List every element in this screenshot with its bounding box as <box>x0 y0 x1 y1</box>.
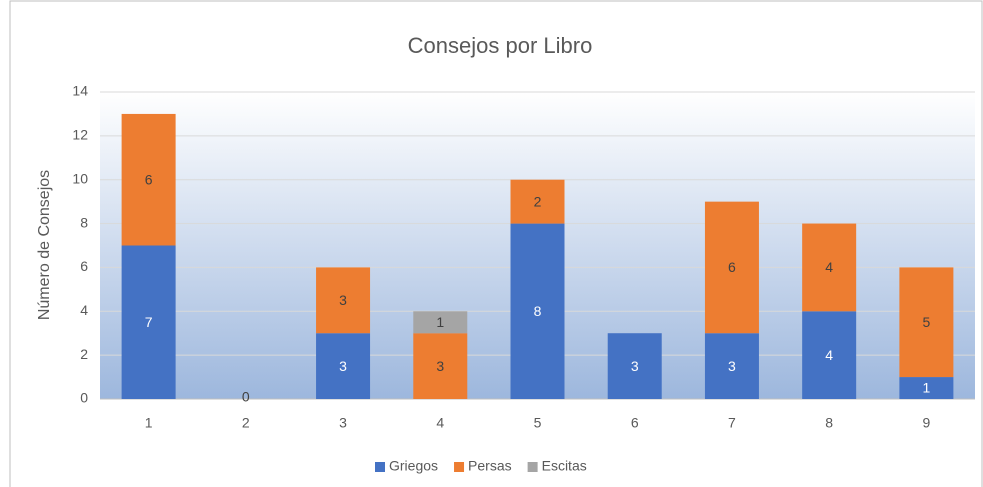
y-tick-label: 2 <box>80 346 88 362</box>
bar-segment <box>510 179 565 224</box>
y-tick-label: 6 <box>80 258 88 274</box>
bar-segment <box>316 333 371 399</box>
y-tick-label: 0 <box>80 390 88 406</box>
x-tick-label: 8 <box>825 415 833 431</box>
x-tick-label: 9 <box>922 415 930 431</box>
legend-swatch <box>375 462 385 472</box>
legend-label: Griegos <box>389 458 438 474</box>
data-label: 1 <box>436 314 444 330</box>
data-label: 6 <box>728 259 736 275</box>
bar-segment <box>316 267 371 334</box>
data-label: 0 <box>242 389 250 405</box>
y-tick-label: 14 <box>72 83 88 99</box>
bar-segment <box>802 223 857 312</box>
bar-segment <box>121 245 176 399</box>
x-tick-label: 3 <box>339 415 347 431</box>
data-label: 1 <box>922 380 930 396</box>
chart-title: Consejos por Libro <box>408 33 593 58</box>
y-axis-label: Número de Consejos <box>36 170 53 320</box>
bar-segment <box>704 333 759 399</box>
bar-segment <box>121 113 176 246</box>
bar-segment <box>413 311 468 334</box>
x-tick-label: 4 <box>436 415 444 431</box>
data-label: 3 <box>339 358 347 374</box>
bar-segment <box>413 333 468 399</box>
legend-swatch <box>527 462 538 472</box>
data-label: 3 <box>631 358 639 374</box>
data-label: 7 <box>145 314 153 330</box>
bar-segment <box>607 333 662 399</box>
bar-segment <box>899 267 954 378</box>
y-tick-label: 12 <box>72 127 88 143</box>
data-label: 4 <box>825 259 833 275</box>
y-tick-label: 4 <box>80 302 88 318</box>
data-label: 3 <box>728 358 736 374</box>
data-label: 2 <box>534 193 542 209</box>
bar-segment <box>704 201 759 334</box>
bar-segment <box>802 311 857 399</box>
y-tick-label: 10 <box>72 170 88 186</box>
data-label: 3 <box>436 358 444 374</box>
x-tick-label: 2 <box>242 415 250 431</box>
x-tick-label: 7 <box>728 415 736 431</box>
legend-label: Persas <box>468 458 512 474</box>
legend-label: Escitas <box>542 458 587 474</box>
x-tick-label: 6 <box>631 415 639 431</box>
data-label: 3 <box>339 292 347 308</box>
y-tick-label: 8 <box>80 214 88 230</box>
data-label: 4 <box>825 347 833 363</box>
data-label: 5 <box>922 314 930 330</box>
bar-segment <box>899 377 954 399</box>
data-label: 6 <box>145 171 153 187</box>
bar-segment <box>510 223 565 399</box>
legend-swatch <box>454 462 465 472</box>
x-tick-label: 5 <box>534 415 542 431</box>
x-tick-label: 1 <box>145 415 153 431</box>
data-label: 8 <box>534 303 542 319</box>
